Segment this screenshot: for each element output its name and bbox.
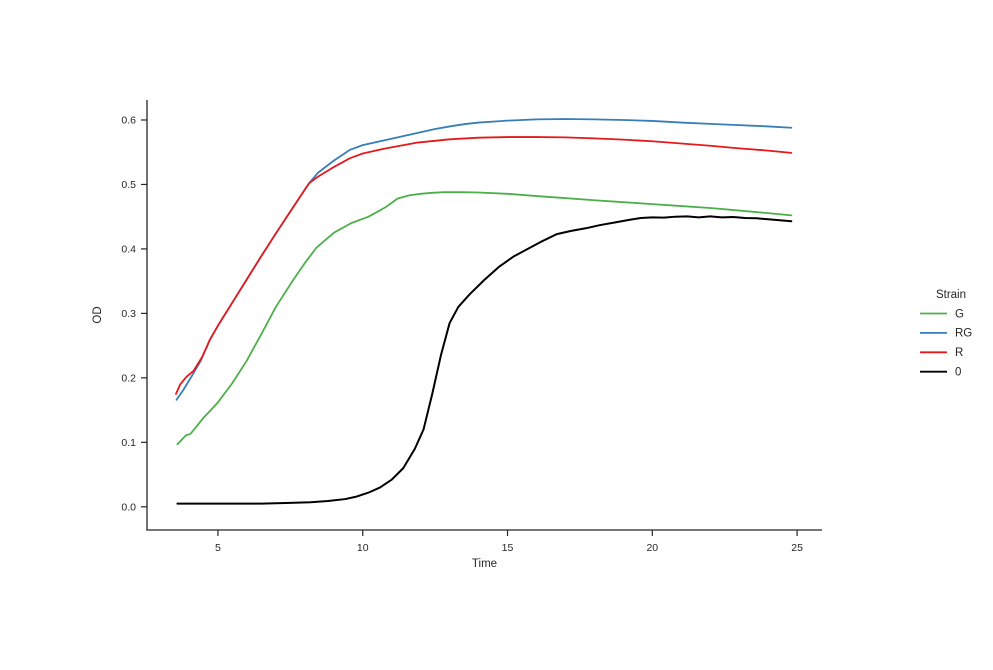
- y-tick-label: 0.5: [121, 179, 136, 191]
- x-tick-label: 25: [791, 542, 803, 554]
- x-tick-label: 5: [215, 542, 221, 554]
- legend-label-G: G: [955, 308, 964, 320]
- x-axis-title: Time: [472, 558, 497, 570]
- series-line-0: [176, 215, 793, 505]
- series-line-RG: [175, 118, 793, 401]
- x-tick-label: 20: [646, 542, 658, 554]
- series-line-G: [176, 191, 793, 446]
- y-tick-label: 0.4: [121, 244, 136, 256]
- y-axis-title: OD: [92, 306, 104, 323]
- legend-item-G: G: [920, 308, 964, 320]
- legend: Strain G RG R 0: [920, 289, 972, 379]
- x-tick-label: 10: [357, 542, 369, 554]
- y-tick-label: 0.2: [121, 372, 136, 384]
- y-tick-label: 0.0: [121, 501, 136, 513]
- series-line-R: [175, 136, 793, 395]
- legend-item-R: R: [920, 347, 963, 359]
- legend-label-0: 0: [955, 367, 961, 379]
- y-tick-label: 0.1: [121, 437, 136, 449]
- y-tick-label: 0.6: [121, 115, 136, 127]
- legend-item-0: 0: [920, 367, 961, 379]
- legend-label-R: R: [955, 347, 963, 359]
- legend-title: Strain: [936, 289, 966, 301]
- legend-item-RG: RG: [920, 328, 972, 340]
- y-tick-label: 0.3: [121, 308, 136, 320]
- x-tick-label: 15: [502, 542, 514, 554]
- legend-label-RG: RG: [955, 328, 972, 340]
